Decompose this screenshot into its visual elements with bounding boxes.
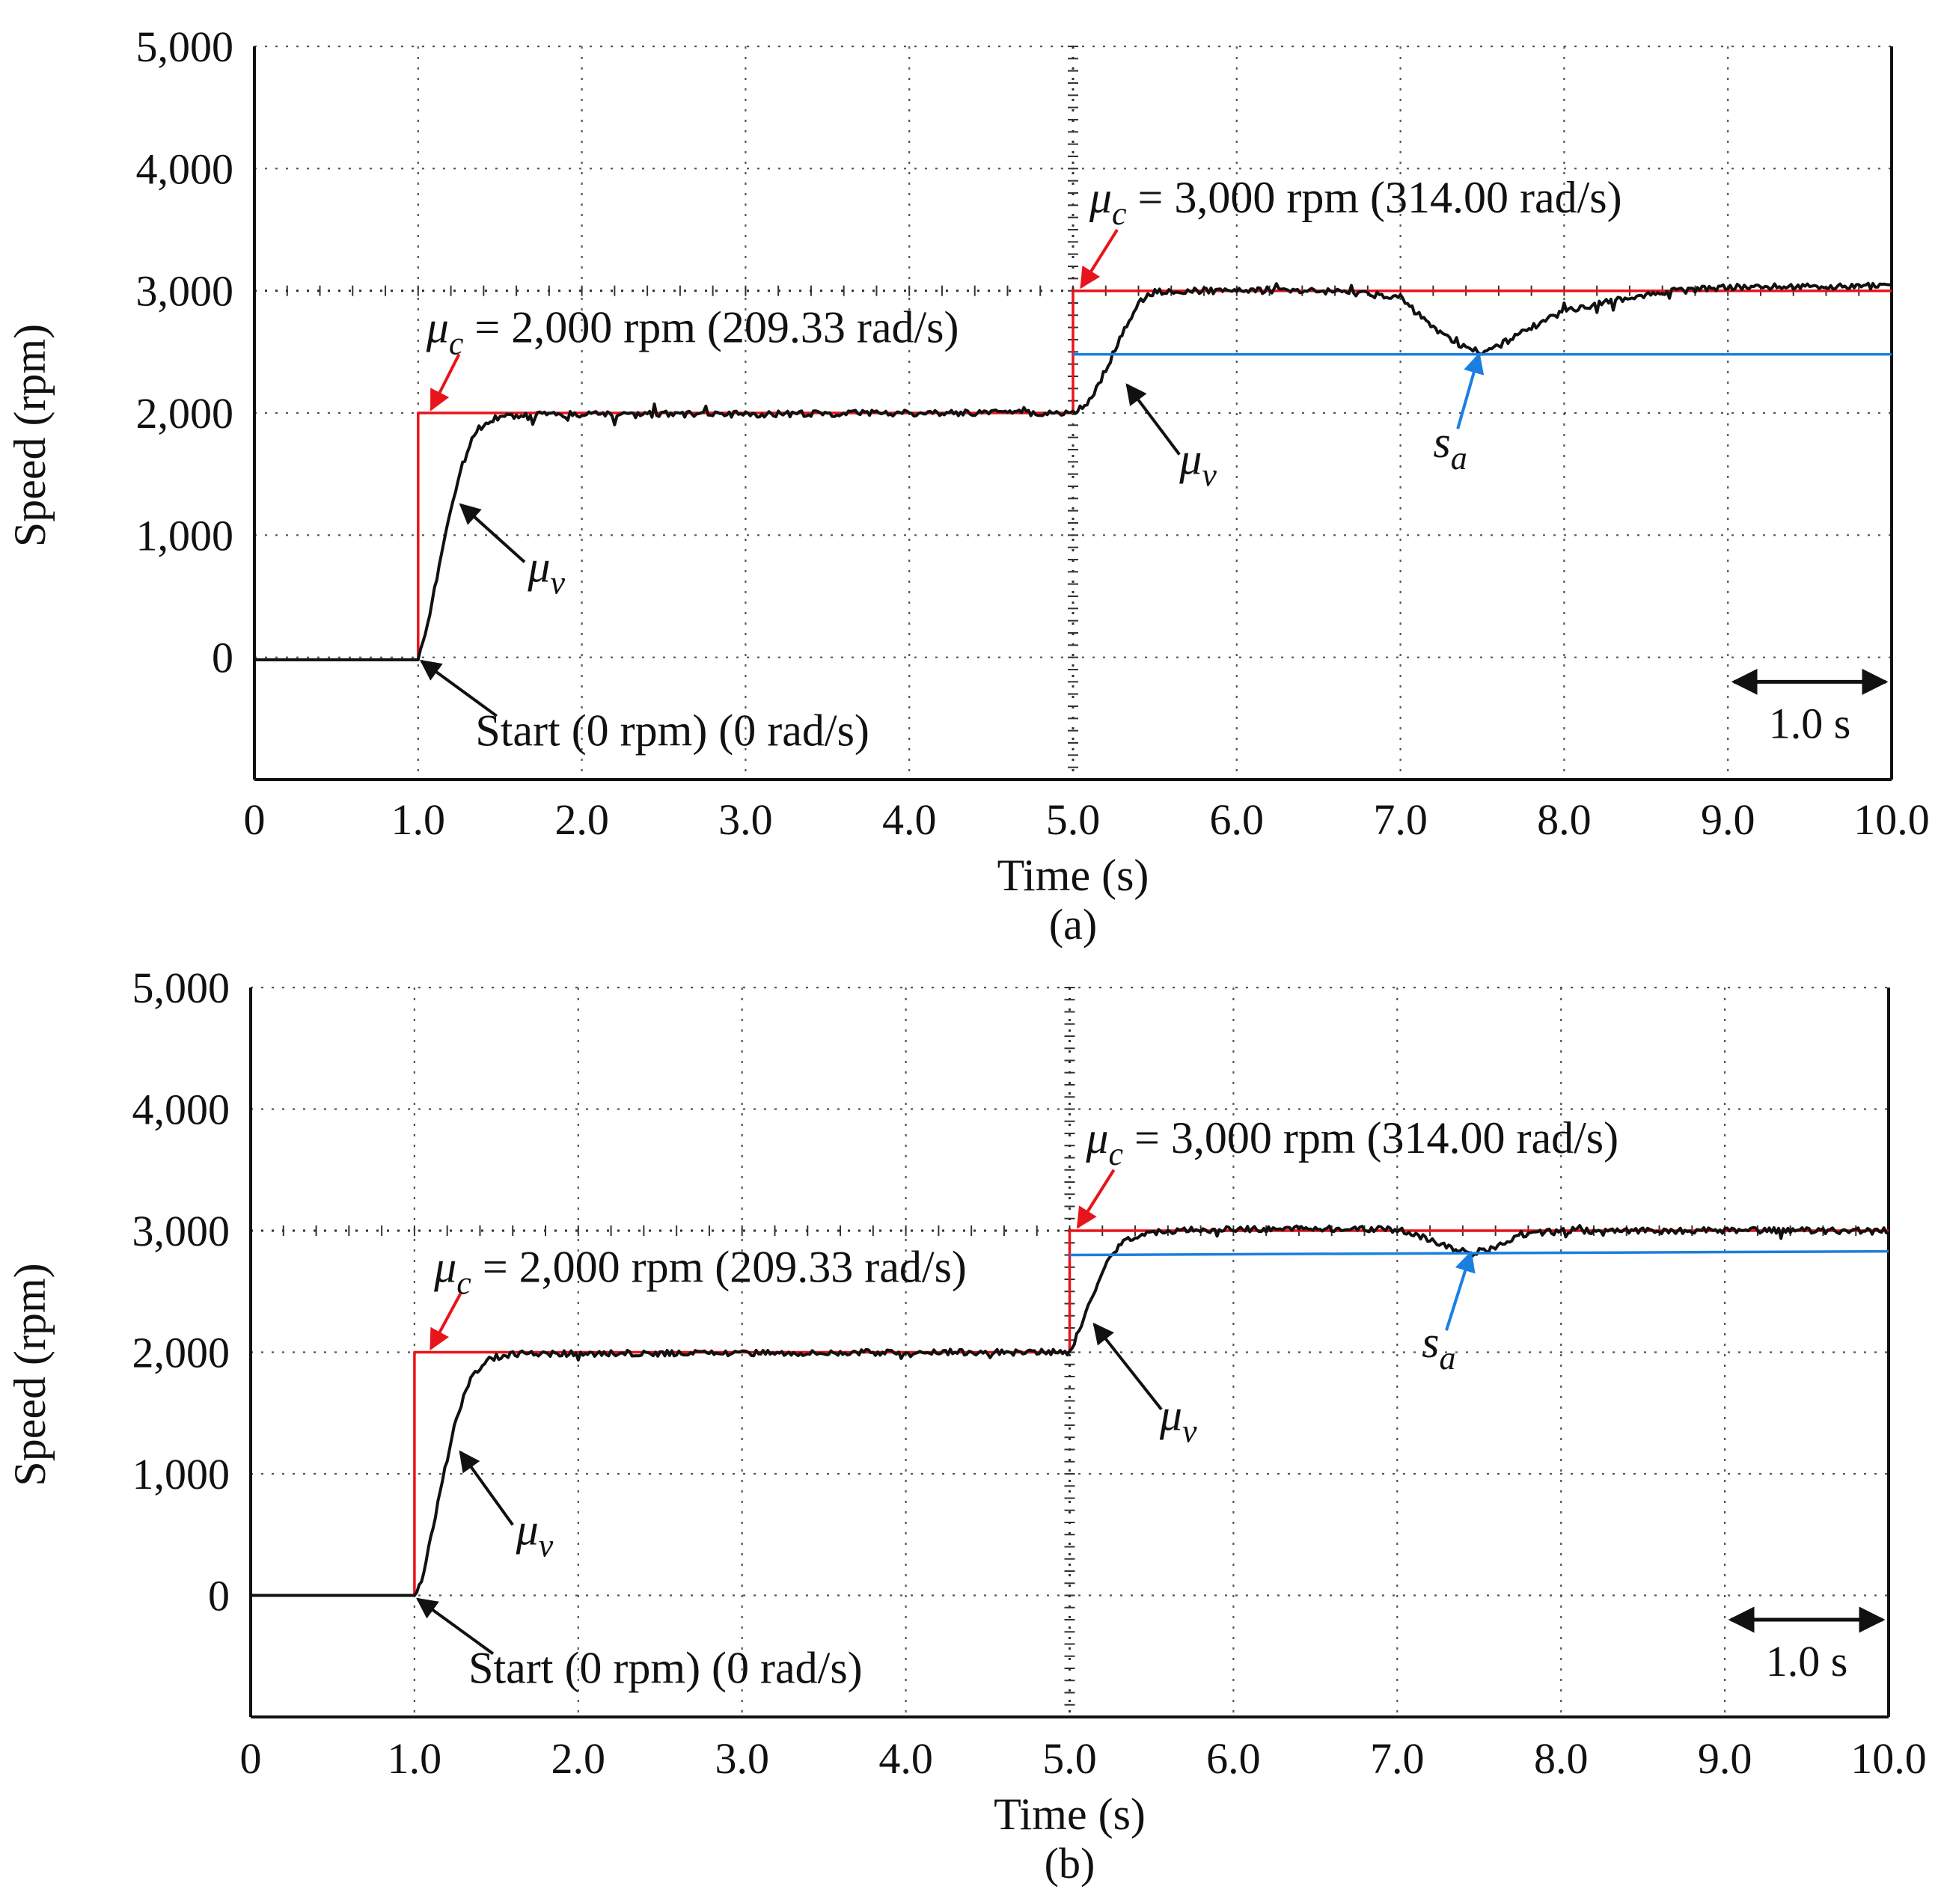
series-line-actual	[254, 281, 1892, 661]
series-line-actual	[251, 1224, 1889, 1597]
x-tick-label: 1.0	[391, 795, 446, 844]
annotation-label: μc = 3,000 rpm (314.00 rad/s)	[1089, 173, 1622, 232]
chart-panel-b: 0 1.0 2.0 3.0 4.0 5.0 6.0 7.0 8.0 9.0 10.0 0 1,000 2,…	[5, 964, 1927, 1888]
annotation-arrow	[416, 1597, 495, 1656]
x-tick-label: 3.0	[715, 1734, 769, 1783]
x-tick-label: 0	[244, 795, 266, 844]
x-tick-label: 2.0	[551, 1734, 606, 1783]
x-tick-label: 8.0	[1537, 795, 1592, 844]
x-tick-label: 0	[240, 1734, 262, 1783]
annotation-label: Start (0 rpm) (0 rad/s)	[468, 1644, 863, 1693]
panel-caption: (a)	[1049, 900, 1097, 949]
y-axis-label: Speed (rpm)	[5, 324, 55, 547]
annotation-label: Start (0 rpm) (0 rad/s)	[475, 705, 869, 755]
annotation-label: μc = 2,000 rpm (209.33 rad/s)	[433, 1242, 967, 1301]
y-tick-label: 3,000	[136, 267, 234, 316]
y-tick-label: 4,000	[132, 1086, 230, 1134]
annotation-arrow	[430, 1293, 462, 1351]
x-axis-label: Time (s)	[997, 851, 1149, 900]
annotation-arrow	[1125, 383, 1181, 456]
annotation-arrow	[1076, 1169, 1116, 1229]
chart-panel-a: 0 1.0 2.0 3.0 4.0 5.0 6.0 7.0 8.0 9.0 10.0 0 1,000 2,…	[5, 22, 1930, 949]
annotation-arrow	[1092, 1322, 1163, 1411]
annotation-label: μv	[1159, 1391, 1197, 1450]
x-tick-label: 4.0	[878, 1734, 933, 1783]
x-axis-label: Time (s)	[994, 1790, 1146, 1839]
annotation-arrow	[459, 503, 526, 563]
x-tick-label: 8.0	[1534, 1734, 1589, 1783]
annotation-label: μv	[1179, 435, 1217, 494]
x-tick-label: 7.0	[1370, 1734, 1425, 1783]
y-axis-label: Speed (rpm)	[5, 1263, 55, 1486]
x-tick-label: 3.0	[718, 795, 773, 844]
annotation-arrow	[459, 1450, 514, 1526]
annotation-arrow	[430, 353, 461, 411]
y-tick-label: 0	[212, 634, 233, 682]
x-tick-label: 6.0	[1206, 1734, 1261, 1783]
y-tick-label: 1,000	[132, 1450, 230, 1499]
y-tick-label: 0	[208, 1572, 230, 1620]
x-tick-label: 4.0	[882, 795, 937, 844]
y-tick-label: 4,000	[136, 144, 234, 193]
panel-caption: (b)	[1045, 1839, 1095, 1888]
x-tick-label: 10.0	[1850, 1734, 1927, 1783]
annotation-label: μv	[516, 1504, 554, 1564]
x-tick-label: 9.0	[1698, 1734, 1752, 1783]
y-tick-label: 5,000	[136, 22, 234, 71]
y-tick-label: 5,000	[132, 964, 230, 1012]
annotation-label: μv	[527, 542, 565, 601]
annotation-arrow	[1445, 1250, 1476, 1331]
y-tick-label: 2,000	[136, 389, 234, 438]
y-tick-label: 2,000	[132, 1329, 230, 1377]
y-tick-label: 1,000	[136, 511, 234, 560]
x-tick-label: 10.0	[1853, 795, 1930, 844]
annotation-label: sa	[1433, 417, 1467, 477]
annotation-arrow	[1080, 228, 1119, 290]
x-tick-label: 1.0	[388, 1734, 442, 1783]
x-tick-label: 7.0	[1373, 795, 1428, 844]
x-tick-label: 9.0	[1701, 795, 1755, 844]
x-tick-label: 5.0	[1042, 1734, 1097, 1783]
scale-bar-label: 1.0 s	[1766, 1637, 1848, 1686]
scale-bar-label: 1.0 s	[1769, 699, 1851, 747]
series-line-sa	[1069, 1249, 1889, 1257]
x-tick-label: 6.0	[1210, 795, 1265, 844]
annotation-arrow	[1456, 352, 1485, 429]
annotation-arrow	[419, 659, 498, 717]
annotation-label: μc = 2,000 rpm (209.33 rad/s)	[426, 302, 959, 361]
y-tick-label: 3,000	[132, 1207, 230, 1255]
x-tick-label: 5.0	[1046, 795, 1101, 844]
annotation-label: sa	[1422, 1317, 1455, 1377]
annotation-label: μc = 3,000 rpm (314.00 rad/s)	[1085, 1113, 1618, 1172]
x-tick-label: 2.0	[554, 795, 609, 844]
